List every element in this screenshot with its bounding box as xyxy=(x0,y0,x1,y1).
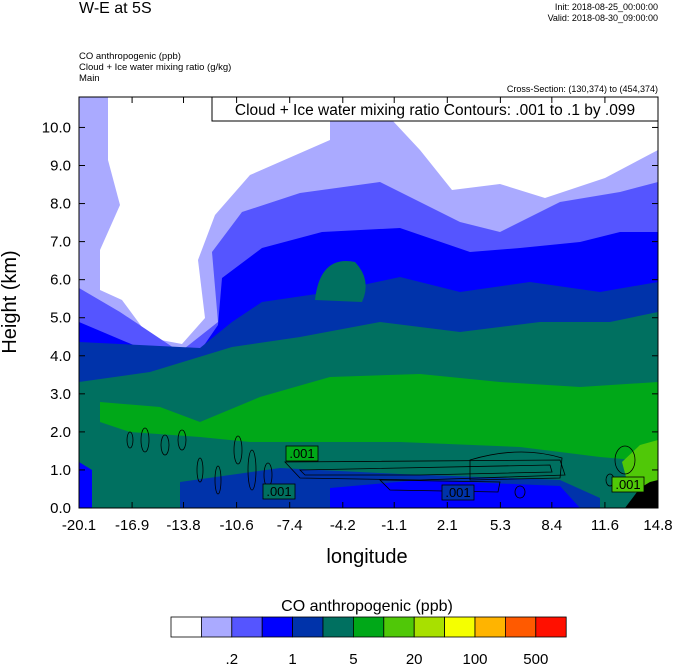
x-tick-label: -13.8 xyxy=(166,517,200,534)
contour-labels: .001 .001 .001 .001 xyxy=(262,445,645,501)
colorbar-label: 500 xyxy=(523,651,548,667)
colorbar-box xyxy=(444,616,476,638)
colorbar-label: .2 xyxy=(226,651,239,667)
colorbar-box xyxy=(474,616,506,638)
y-axis-label: Height (km) xyxy=(0,250,21,353)
contour-info: Cloud + Ice water mixing ratio Contours:… xyxy=(235,102,635,119)
plot-title: W-E at 5S xyxy=(79,0,152,17)
field-label-co: CO anthropogenic (ppb) xyxy=(79,51,181,62)
x-tick-label: -10.6 xyxy=(220,517,254,534)
x-tick-label: 8.4 xyxy=(541,517,562,534)
field-label-cloud: Cloud + Ice water mixing ratio (g/kg) xyxy=(79,62,232,73)
x-tick-label: -4.2 xyxy=(330,517,356,534)
x-axis-label: longitude xyxy=(326,546,407,568)
contour-label: .001 xyxy=(445,485,470,500)
x-tick-label: 14.8 xyxy=(643,517,672,534)
field-label-main: Main xyxy=(79,73,100,84)
colorbar-box xyxy=(200,616,233,638)
y-tick-label: 5.0 xyxy=(50,310,71,327)
x-axis: -20.1 -16.9 -13.8 -10.6 -7.4 -4.2 -1.1 2.1 5.3 8.… xyxy=(62,97,673,534)
level-white-right xyxy=(385,97,658,198)
colorbar-box xyxy=(535,616,567,638)
co-field: .001 .001 .001 .001 xyxy=(79,97,658,508)
y-tick-label: 3.0 xyxy=(50,386,71,403)
x-tick-label: 2.1 xyxy=(437,517,458,534)
colorbar-box xyxy=(383,616,415,638)
colorbar-label: 100 xyxy=(462,651,487,667)
colorbar-label: 1 xyxy=(288,651,296,667)
y-tick-label: 10.0 xyxy=(42,119,71,136)
y-tick-label: 4.0 xyxy=(50,348,71,365)
y-tick-label: 7.0 xyxy=(50,234,71,251)
colorbar-box xyxy=(231,616,263,638)
colorbar-label: 20 xyxy=(406,651,423,667)
y-tick-label: 0.0 xyxy=(50,500,71,517)
colorbar-box xyxy=(261,616,294,638)
colorbar-box xyxy=(413,616,446,638)
level-green xyxy=(100,374,658,462)
colorbar-box xyxy=(504,616,537,638)
colorbar-label: 5 xyxy=(349,651,357,667)
contour-label: .001 xyxy=(266,484,291,499)
level-blue-left xyxy=(79,462,92,508)
valid-time: Valid: 2018-08-30_09:00:00 xyxy=(547,13,658,23)
colorbar-box xyxy=(292,616,324,638)
colorbar-box xyxy=(322,616,354,638)
level-black-right xyxy=(625,480,658,508)
level-teal-blob xyxy=(315,261,366,302)
y-tick-label: 8.0 xyxy=(50,196,71,213)
colorbar-box xyxy=(352,616,385,638)
y-tick-label: 9.0 xyxy=(50,158,71,175)
x-tick-label: 11.6 xyxy=(591,517,619,534)
init-time: Init: 2018-08-25_00:00:00 xyxy=(554,2,658,12)
colorbar: .2 1 5 20 100 500 xyxy=(170,616,567,667)
colorbar-box xyxy=(170,616,202,638)
x-tick-label: -20.1 xyxy=(62,517,96,534)
contour-info-box xyxy=(211,96,659,122)
x-tick-label: -1.1 xyxy=(381,517,407,534)
contour-label: .001 xyxy=(615,477,640,492)
contour-label: .001 xyxy=(289,446,314,461)
level-white-left xyxy=(100,97,330,344)
x-tick-label: 5.3 xyxy=(490,517,511,534)
x-tick-label: -7.4 xyxy=(277,517,303,534)
y-axis: 0.0 1.0 2.0 3.0 4.0 5.0 6.0 7.0 8.0 9.0 10.0 xyxy=(42,119,658,517)
y-tick-label: 1.0 xyxy=(50,462,71,479)
y-tick-label: 2.0 xyxy=(50,424,71,441)
x-tick-label: -16.9 xyxy=(115,517,149,534)
colorbar-title: CO anthropogenic (ppb) xyxy=(281,598,453,615)
cross-section-label: Cross-Section: (130,374) to (454,374) xyxy=(506,84,658,94)
y-tick-label: 6.0 xyxy=(50,272,71,289)
